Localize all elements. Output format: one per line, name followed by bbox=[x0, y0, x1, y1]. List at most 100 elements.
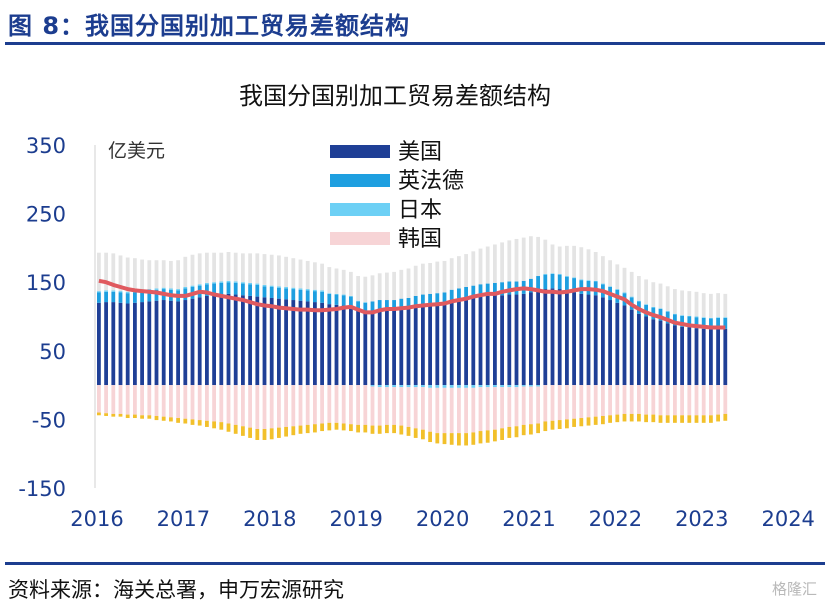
bar-segment bbox=[97, 252, 101, 292]
bar-segment bbox=[219, 385, 224, 423]
bar-segment bbox=[205, 252, 209, 283]
bar-segment bbox=[125, 291, 130, 294]
bar-segment bbox=[586, 294, 591, 386]
bar-segment bbox=[169, 288, 173, 290]
bar-segment bbox=[97, 412, 101, 416]
bar-segment bbox=[493, 385, 497, 388]
bar-segment bbox=[709, 415, 713, 423]
bar-segment bbox=[298, 300, 303, 386]
bar-segment bbox=[694, 317, 699, 329]
bar-segment bbox=[593, 385, 598, 417]
bar-segment bbox=[716, 385, 720, 415]
bar-segment bbox=[219, 294, 224, 386]
bar-segment bbox=[197, 284, 202, 286]
bar-segment bbox=[557, 246, 562, 274]
bar-segment bbox=[413, 428, 418, 438]
bar-segment bbox=[197, 253, 202, 285]
bar-segment bbox=[521, 293, 526, 386]
bar-segment bbox=[485, 387, 490, 431]
bar-segment bbox=[586, 385, 591, 418]
bar-segment bbox=[212, 421, 216, 429]
bar-segment bbox=[205, 385, 209, 421]
bar-segment bbox=[593, 280, 598, 282]
bar-segment bbox=[442, 387, 447, 434]
bar-segment bbox=[601, 415, 605, 425]
bar-segment bbox=[687, 316, 692, 328]
bar-segment bbox=[435, 387, 440, 434]
bar-segment bbox=[694, 316, 699, 318]
bar-segment bbox=[154, 289, 159, 301]
bar-segment bbox=[673, 385, 677, 416]
bar-segment bbox=[399, 269, 404, 299]
x-tick-label: 2021 bbox=[502, 507, 555, 531]
y-tick-label: -50 bbox=[32, 408, 66, 432]
bar-segment bbox=[665, 385, 670, 416]
bar-segment bbox=[291, 426, 296, 436]
bar-segment bbox=[435, 304, 440, 386]
bar-segment bbox=[341, 269, 346, 295]
bar-segment bbox=[485, 295, 490, 386]
total-line bbox=[98, 278, 726, 330]
bar-segment bbox=[622, 305, 627, 386]
bar-segment bbox=[680, 315, 684, 327]
bar-segment bbox=[644, 385, 648, 415]
bar-segment bbox=[637, 385, 641, 414]
bar-segment bbox=[370, 385, 375, 387]
bar-segment bbox=[629, 309, 634, 386]
bar-segment bbox=[716, 414, 720, 422]
bar-segment bbox=[284, 287, 288, 289]
bar-segment bbox=[104, 290, 108, 292]
bar-segment bbox=[543, 289, 548, 386]
bar-segment bbox=[205, 282, 209, 285]
bar-segment bbox=[428, 293, 432, 305]
bar-segment bbox=[680, 385, 684, 416]
bar-segment bbox=[565, 419, 569, 429]
bar-segment bbox=[550, 288, 555, 386]
bar-segment bbox=[622, 292, 627, 294]
bar-segment bbox=[651, 414, 656, 423]
bar-segment bbox=[449, 387, 454, 434]
bar-segment bbox=[97, 302, 101, 386]
bar-segment bbox=[543, 385, 548, 422]
bar-segment bbox=[680, 290, 684, 316]
bar-segment bbox=[658, 415, 663, 423]
bar-segment bbox=[449, 433, 454, 445]
bar-segment bbox=[471, 385, 476, 388]
bar-segment bbox=[687, 327, 692, 386]
bar-segment bbox=[277, 255, 281, 287]
bar-segment bbox=[478, 248, 483, 285]
bar-segment bbox=[334, 304, 339, 386]
bar-segment bbox=[608, 415, 612, 423]
bar-segment bbox=[658, 308, 663, 309]
bar-segment bbox=[442, 433, 447, 445]
bar-segment bbox=[658, 283, 663, 309]
bar-segment bbox=[125, 257, 130, 292]
bar-segment bbox=[572, 277, 576, 279]
legend-label: 日本 bbox=[398, 198, 442, 223]
bar-segment bbox=[356, 424, 360, 433]
bar-segment bbox=[248, 253, 252, 283]
bar-segment bbox=[543, 274, 548, 290]
bar-segment bbox=[550, 273, 555, 289]
x-tick-label: 2024 bbox=[761, 507, 814, 531]
bar-segment bbox=[457, 387, 461, 434]
bar-segment bbox=[586, 280, 591, 281]
bar-segment bbox=[363, 424, 368, 433]
bar-segment bbox=[377, 425, 382, 434]
bar-segment bbox=[709, 385, 713, 416]
bar-segment bbox=[493, 295, 497, 386]
bar-segment bbox=[269, 385, 274, 429]
bar-segment bbox=[241, 253, 245, 283]
bar-segment bbox=[291, 300, 296, 386]
x-tick-label: 2018 bbox=[243, 507, 296, 531]
bar-segment bbox=[305, 260, 310, 290]
bar-segment bbox=[356, 276, 360, 301]
bar-segment bbox=[579, 279, 584, 281]
bar-segment bbox=[190, 285, 195, 288]
bar-segment bbox=[421, 429, 425, 440]
bar-segment bbox=[716, 317, 720, 329]
y-tick-label: 250 bbox=[26, 203, 66, 227]
bar-segment bbox=[550, 420, 555, 430]
bar-segment bbox=[219, 252, 224, 282]
bar-segment bbox=[442, 292, 447, 304]
